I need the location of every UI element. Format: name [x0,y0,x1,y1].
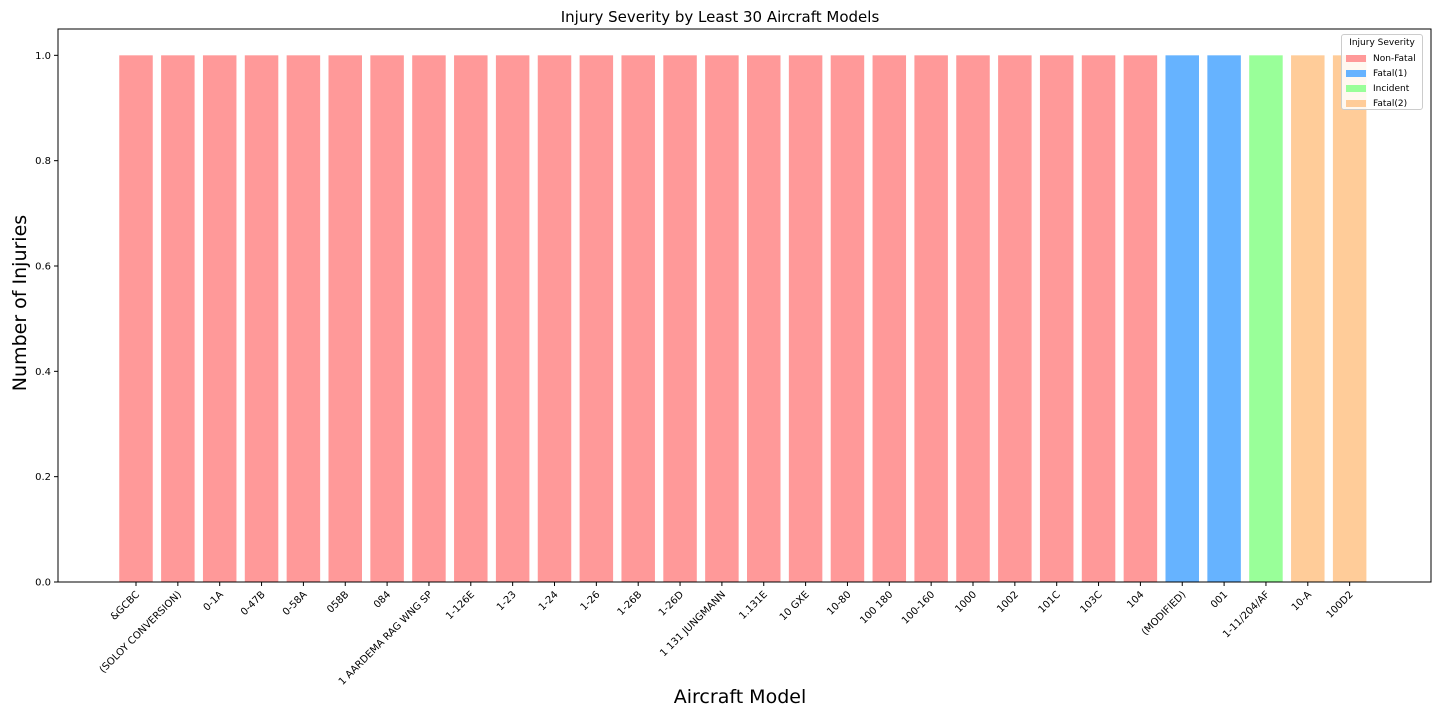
y-tick-label: 1.0 [35,51,51,62]
x-tick-label: 103C [1078,589,1104,615]
bar [830,55,865,582]
x-tick-label: 1-26 [579,589,603,613]
bar [1332,55,1367,582]
legend-swatch [1346,70,1366,77]
x-tick-label: 0-1A [202,589,226,613]
bar [998,55,1032,582]
legend-swatch [1346,55,1366,62]
bar [1291,55,1325,582]
legend-title: Injury Severity [1349,38,1415,48]
x-tick-label: 1-126E [444,589,477,622]
bar [914,55,948,582]
legend-label: Fatal(2) [1373,98,1408,109]
bar [537,55,572,582]
x-tick-label: 0-58A [281,589,310,618]
bar [956,55,990,582]
x-tick-label: 100 180 [858,589,895,626]
bars-group [119,55,1367,582]
x-tick-label: 1-24 [537,589,561,613]
x-tick-label: (MODIFIED) [1140,589,1189,638]
y-tick-label: 0.4 [35,367,51,378]
x-tick-label: 1-26B [616,589,645,618]
legend-label: Incident [1373,83,1410,94]
legend-label: Non-Fatal [1373,53,1416,64]
x-tick-label: 104 [1125,589,1146,610]
bar [747,55,781,582]
legend-label: Fatal(1) [1373,68,1408,79]
x-tick-label: 10-80 [825,589,853,617]
bar [119,55,153,582]
legend-item-fatal-2: Fatal(2) [1346,96,1418,111]
legend-item-fatal-1: Fatal(1) [1346,66,1418,81]
bar [1123,55,1158,582]
bar [1249,55,1283,582]
legend-swatch [1346,85,1366,92]
bar [202,55,237,582]
x-tick-label: 10 GXE [778,589,812,623]
x-tick-label: 1-26D [657,589,686,618]
bar [286,55,321,582]
x-tick-label: 1002 [995,589,1021,615]
x-tick-label: 084 [372,589,393,610]
y-axis: 0.0 0.2 0.4 0.6 0.8 1.0 [35,51,58,589]
y-tick-label: 0.0 [35,578,51,589]
chart-title: Injury Severity by Least 30 Aircraft Mod… [560,8,880,26]
legend: Injury Severity Non-Fatal Fatal(1) Incid… [1341,34,1423,110]
bar [1081,55,1116,582]
bar [370,55,404,582]
legend-item-non-fatal: Non-Fatal [1346,51,1418,66]
x-tick-label: 1.131E [737,589,769,621]
y-tick-label: 0.6 [35,262,51,273]
bar [244,55,279,582]
bar [579,55,614,582]
bar [705,55,739,582]
bar [161,55,195,582]
legend-swatch [1346,100,1366,107]
bar [412,55,446,582]
x-tick-label: 100D2 [1325,589,1356,620]
x-tick-label: (SOLOY CONVERSION) [98,589,184,675]
x-tick-label: 10-A [1290,589,1314,613]
y-tick-label: 0.2 [35,472,51,483]
bar [663,55,697,582]
x-tick-label: 058B [325,589,351,615]
x-tick-label: 001 [1209,589,1230,610]
plot-frame [57,28,1432,583]
bar [621,55,655,582]
x-tick-label: 1-23 [495,589,519,613]
bar [328,55,362,582]
bar [1039,55,1074,582]
x-tick-label: 0-47B [239,589,268,618]
x-tick-label: 1000 [953,589,979,615]
bar [495,55,530,582]
legend-item-incident: Incident [1346,81,1418,96]
x-axis: &GCBC(SOLOY CONVERSION) 0-1A 0-47B 0-58A 058… [98,582,1356,688]
bar [1165,55,1199,582]
bar [454,55,488,582]
x-tick-label: &GCBC [109,589,142,622]
bar [788,55,823,582]
y-axis-label: Number of Injuries [9,214,31,392]
x-tick-label: 101C [1037,589,1063,615]
bar [872,55,907,582]
x-axis-label: Aircraft Model [673,686,807,708]
y-tick-label: 0.8 [35,156,51,167]
x-tick-label: 100-160 [900,589,937,626]
bar [1207,55,1241,582]
